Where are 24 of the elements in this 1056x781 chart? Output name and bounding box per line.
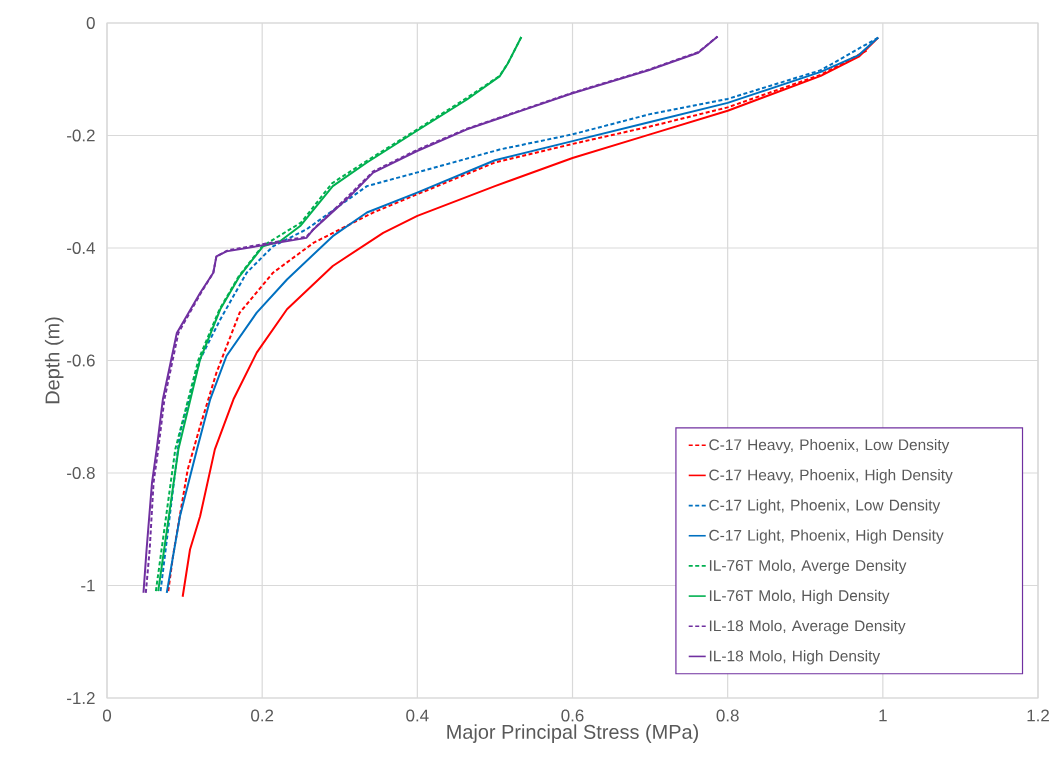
y-axis-title: Depth (m) (44, 317, 64, 404)
y-tick-label: -1.2 (67, 692, 95, 704)
x-tick-label: 1.2 (1027, 709, 1049, 722)
y-tick-label: -0.6 (67, 354, 95, 367)
legend-label: IL-76T Molo, High Density (709, 589, 890, 605)
y-tick-label: -0.8 (67, 466, 95, 479)
y-tick-label: 0 (86, 16, 95, 29)
y-tick-label: -0.2 (67, 129, 95, 142)
x-tick-label: 0.6 (561, 709, 584, 722)
x-tick-label: 0.8 (716, 709, 739, 722)
y-tick-label: -0.4 (67, 241, 95, 254)
legend-label: IL-18 Molo, Average Density (709, 619, 906, 635)
x-tick-label: 0.2 (251, 709, 274, 722)
legend-label: IL-76T Molo, Averge Density (709, 559, 907, 574)
legend-label: C-17 Light, Phoenix, Low Density (709, 499, 941, 514)
x-axis-title: Major Principal Stress (MPa) (447, 724, 699, 743)
legend-label: C-17 Heavy, Phoenix, High Density (709, 469, 953, 484)
y-tick-label: -1 (81, 579, 95, 592)
x-tick-label: 0.4 (406, 709, 429, 722)
x-tick-label: 1 (879, 709, 887, 722)
legend-label: C-17 Light, Phoenix, High Density (709, 529, 944, 544)
legend-label: IL-18 Molo, High Density (709, 650, 881, 665)
x-tick-label: 0 (102, 709, 112, 722)
legend-label: C-17 Heavy, Phoenix, Low Density (709, 438, 950, 454)
